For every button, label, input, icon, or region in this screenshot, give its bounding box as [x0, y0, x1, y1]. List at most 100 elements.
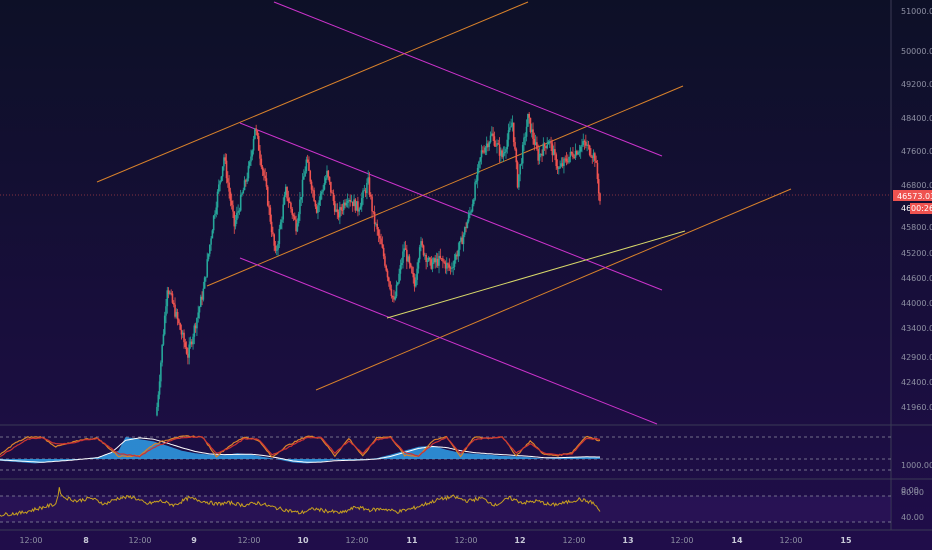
candle-body [404, 248, 407, 250]
magenta-channel-bottom[interactable] [239, 257, 658, 425]
candle-body [214, 213, 216, 216]
candle-body [346, 201, 349, 203]
orange-trendline-mid[interactable] [206, 85, 684, 287]
time-tick-label: 12:00 [345, 536, 368, 545]
candle-body [492, 133, 494, 137]
orange-trendline-upper[interactable] [96, 1, 529, 183]
candle-body [461, 237, 464, 245]
candle-body [179, 323, 181, 330]
candle-body [239, 195, 242, 211]
candle-body [418, 247, 421, 260]
candle-body [500, 150, 502, 156]
candle-body [496, 143, 498, 146]
price-axis[interactable]: 51000.00 50000.00 49200.00 48400.00 4760… [901, 7, 932, 412]
candle-body [521, 144, 524, 164]
candle-body [393, 297, 395, 300]
stochastic-d-line [0, 436, 601, 458]
candle-body [291, 208, 294, 215]
time-axis[interactable]: 12:00 8 12:00 9 12:00 10 12:00 11 12:00 … [19, 536, 852, 545]
candle-body [187, 353, 189, 358]
candle-body [260, 158, 263, 167]
candle-body [359, 206, 362, 210]
candle-body [248, 161, 251, 166]
time-tick-label: 12 [514, 536, 525, 545]
candle-body [445, 263, 448, 269]
candle-body [272, 232, 274, 235]
candle-body [550, 141, 552, 144]
candle-body [399, 265, 402, 274]
candle-body [229, 191, 232, 201]
candle-body [193, 325, 196, 337]
candle-body [555, 154, 558, 167]
magenta-channel-top[interactable] [273, 1, 663, 157]
candle-body [398, 273, 400, 283]
candle-body [569, 151, 572, 157]
candle-body [157, 394, 160, 407]
time-tick-label: 12:00 [562, 536, 585, 545]
candle-body [201, 296, 203, 300]
candle-body [355, 201, 358, 211]
candle-body [588, 145, 591, 155]
candle-body [341, 209, 344, 211]
candle-body [577, 152, 579, 155]
candle-body [436, 258, 439, 266]
price-tick-label: 44600.00 [901, 274, 932, 283]
candle-body [303, 176, 305, 180]
candle-body [358, 209, 360, 212]
candle-body [287, 198, 290, 202]
rsi-axis[interactable]: 80.00 40.00 [901, 488, 924, 522]
candle-body [568, 156, 570, 163]
candle-body [268, 205, 270, 208]
candle-body [429, 257, 431, 260]
candle-body [207, 253, 210, 260]
candle-body [333, 200, 336, 212]
candle-body [573, 157, 576, 158]
candle-body [353, 199, 355, 207]
price-tick-label: 41960.00 [901, 403, 932, 412]
trendline-drawings[interactable] [96, 1, 792, 425]
candle-body [506, 139, 509, 150]
magenta-channel-mid[interactable] [239, 122, 663, 291]
candle-body [314, 201, 317, 207]
candle-body [386, 270, 389, 278]
time-tick-label: 12:00 [237, 536, 260, 545]
candle-body [400, 262, 403, 266]
candle-body [474, 182, 476, 200]
candle-body [561, 163, 564, 167]
candle-body [480, 150, 483, 158]
candle-body [479, 157, 482, 162]
candle-body [330, 181, 332, 193]
candle-body [165, 306, 167, 316]
stochastic-axis[interactable]: 1000.00 0.00 [901, 461, 932, 495]
candle-body [442, 258, 444, 262]
candle-body [283, 195, 286, 205]
price-tick-label: 42900.00 [901, 353, 932, 362]
candle-body [470, 211, 473, 213]
candle-body [587, 144, 590, 146]
rsi-pane[interactable] [0, 487, 891, 523]
candle-body [274, 245, 277, 251]
candle-body [184, 342, 187, 348]
candle-body [389, 281, 391, 290]
time-tick-label: 13 [622, 536, 633, 545]
candle-body [453, 260, 456, 267]
yellow-support-line[interactable] [386, 230, 686, 319]
candle-body [433, 258, 435, 263]
candle-body [366, 182, 368, 194]
stochastic-pane[interactable] [0, 435, 891, 471]
candle-body [318, 200, 321, 206]
candle-body [380, 238, 382, 245]
candle-body [203, 277, 206, 289]
orange-trendline-lower[interactable] [315, 188, 792, 391]
candle-body [371, 196, 373, 212]
candle-body [292, 214, 295, 217]
candle-body [505, 149, 507, 153]
candle-body [256, 130, 259, 137]
time-tick-label: 8 [83, 536, 89, 545]
candle-body [284, 186, 287, 196]
time-tick-label: 11 [406, 536, 418, 545]
candle-body [246, 178, 248, 182]
candle-body [498, 144, 501, 156]
candle-body [509, 127, 511, 131]
